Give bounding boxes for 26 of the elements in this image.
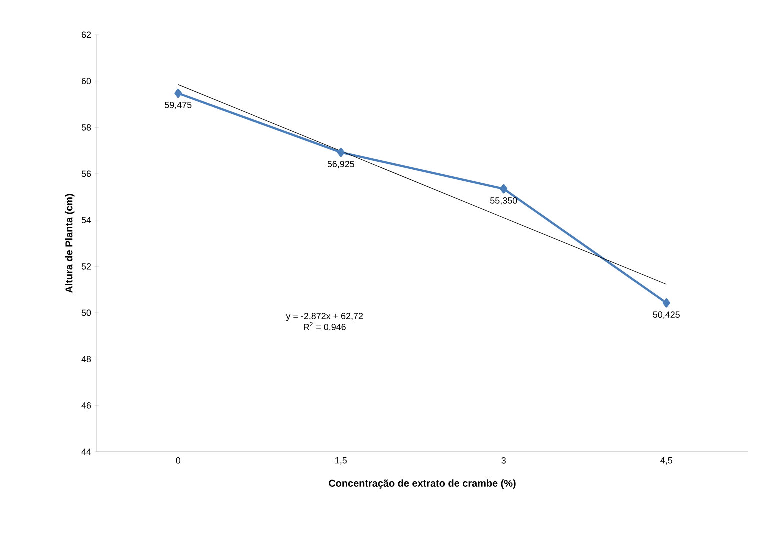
y-tick-label: 52 bbox=[82, 263, 92, 270]
point bbox=[500, 184, 508, 194]
x-tick-label: 0 bbox=[176, 458, 181, 464]
point bbox=[337, 148, 345, 158]
y-tick-label: 44 bbox=[82, 448, 92, 456]
data-label: 56,925 bbox=[328, 161, 354, 168]
y-tick-label: 46 bbox=[82, 402, 92, 409]
data-label: 59,475 bbox=[165, 102, 192, 110]
y-tick-label: 48 bbox=[82, 356, 92, 362]
x-tick-label: 4,5 bbox=[660, 458, 672, 465]
x-axis-title: Concentração de extrato de crambe (%) bbox=[329, 480, 516, 489]
y-tick-label: 54 bbox=[82, 217, 92, 224]
point bbox=[174, 88, 182, 98]
y-tick-label: 56 bbox=[82, 170, 92, 178]
x-tick-label: 3 bbox=[502, 458, 506, 464]
data-label: 50,425 bbox=[653, 312, 680, 320]
y-tick-label: 60 bbox=[82, 78, 92, 84]
y-tick-label: 62 bbox=[82, 32, 92, 38]
annotation: y = -2,872x + 62,72 bbox=[286, 313, 364, 322]
y-tick-label: 50 bbox=[82, 310, 92, 316]
annotation: R$^{2}$ = 0,946 bbox=[304, 322, 346, 332]
point bbox=[662, 298, 670, 308]
data-label: 55,350 bbox=[490, 198, 518, 205]
x-tick-label: 1,5 bbox=[336, 458, 347, 465]
y-tick-label: 58 bbox=[82, 124, 92, 131]
y-axis-title: Altura de Planta (cm) bbox=[65, 194, 75, 294]
